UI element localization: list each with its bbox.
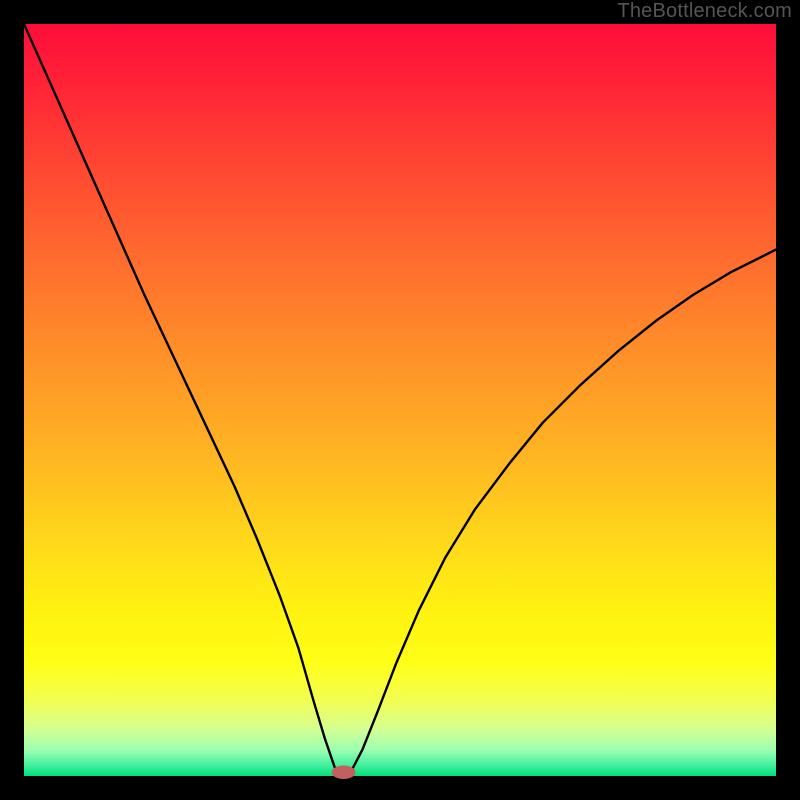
chart-stage: TheBottleneck.com	[0, 0, 800, 800]
chart-svg	[0, 0, 800, 800]
watermark-text: TheBottleneck.com	[617, 0, 792, 23]
plot-background	[24, 24, 776, 776]
optimal-marker	[332, 765, 356, 779]
